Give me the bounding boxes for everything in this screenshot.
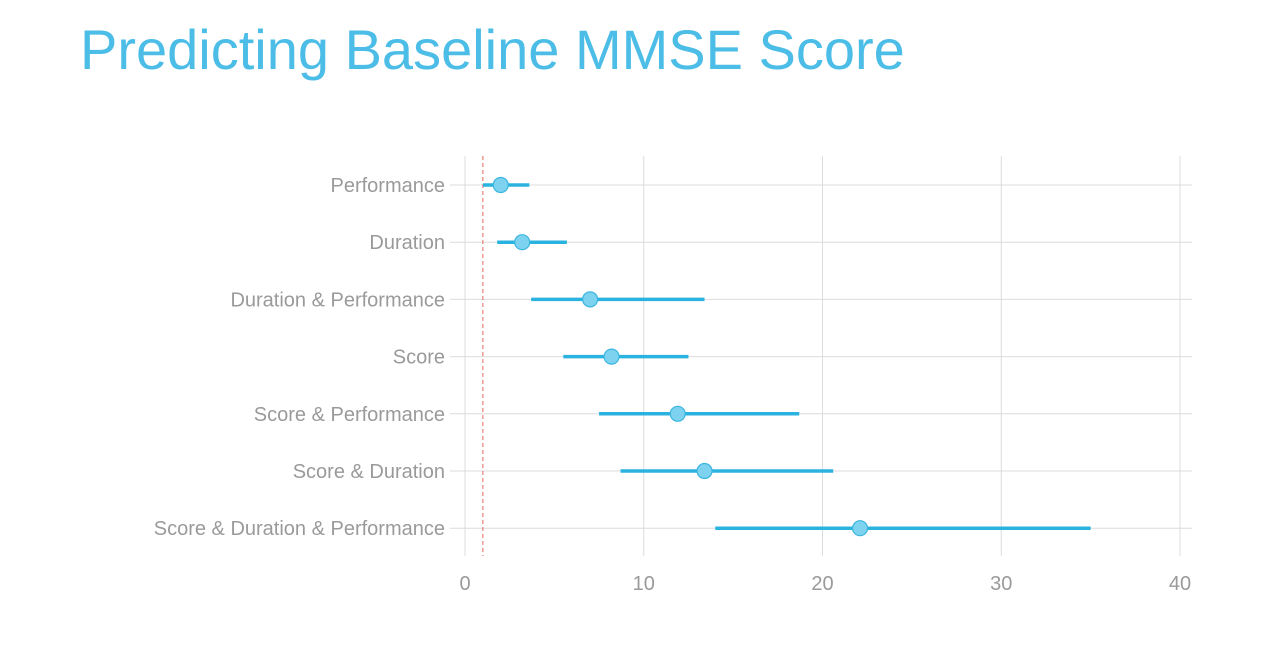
point-estimate [669, 405, 686, 422]
interval-layer [482, 183, 1091, 530]
category-label: Score & Duration [293, 461, 445, 483]
point-estimate [492, 176, 509, 194]
point-estimate [514, 234, 531, 251]
category-label: Score [393, 347, 445, 369]
category-label: Duration & Performance [230, 289, 445, 311]
x-tick-labels: 0 10 20 30 40 [459, 573, 1191, 595]
point-layer [492, 176, 869, 537]
category-labels: Performance Duration Duration & Performanc… [154, 175, 445, 540]
x-tick-label: 10 [633, 573, 655, 595]
x-tick-label: 0 [459, 573, 470, 595]
category-label: Score & Duration & Performance [154, 518, 445, 540]
point-estimate [851, 520, 869, 537]
x-tick-label: 20 [811, 573, 833, 595]
point-estimate [603, 348, 620, 365]
point-estimate [582, 291, 599, 308]
category-label: Score & Performance [254, 404, 445, 426]
category-label: Duration [369, 232, 445, 254]
x-tick-label: 40 [1169, 573, 1191, 595]
x-tick-label: 30 [990, 573, 1012, 595]
grid [450, 156, 1192, 556]
category-label: Performance [331, 175, 446, 197]
point-estimate [696, 462, 713, 480]
page-title: Predicting Baseline MMSE Score [80, 18, 905, 81]
